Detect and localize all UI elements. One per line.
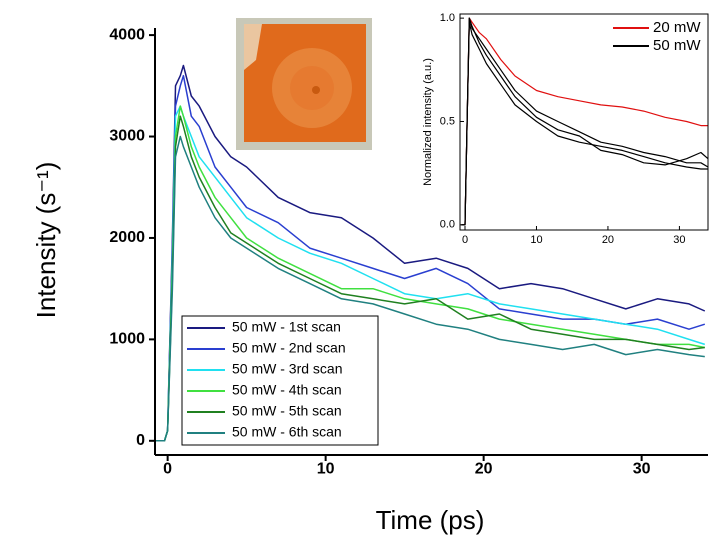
x-tick-label: 30 [633, 461, 651, 478]
y-axis-label: Intensity (s⁻¹) [31, 162, 61, 319]
x-tick-label: 0 [163, 461, 172, 478]
legend-label: 50 mW [653, 37, 701, 54]
legend-box [181, 315, 379, 446]
y-tick-label: 1.0 [440, 12, 455, 24]
data-line [461, 17, 709, 226]
y-tick-label: 0.0 [440, 219, 455, 231]
data-line [155, 135, 705, 442]
legend-label: 50 mW - 1st scan [232, 319, 341, 335]
x-axis-label: Time (ps) [376, 505, 485, 535]
y-tick-label: 4000 [109, 26, 145, 43]
y-tick-label: 3000 [109, 128, 145, 145]
legend-label: 50 mW - 5th scan [232, 403, 342, 419]
data-line [155, 74, 706, 442]
x-tick-label: 30 [673, 234, 685, 246]
data-line [155, 105, 705, 442]
legend-label: 20 mW [653, 19, 701, 36]
legend-label: 50 mW - 2nd scan [232, 340, 346, 356]
y-tick-label: 1000 [109, 331, 145, 348]
y-axis-label: Normalized intensity (a.u.) [422, 58, 434, 186]
y-tick-label: 0.5 [440, 115, 455, 127]
x-tick-label: 20 [602, 234, 614, 246]
legend-label: 50 mW - 4th scan [232, 382, 342, 398]
y-tick-label: 2000 [109, 229, 145, 246]
data-line [155, 115, 705, 442]
sample-photo [236, 18, 372, 150]
data-line [155, 105, 706, 442]
x-tick-label: 0 [462, 234, 468, 246]
plot-frame [459, 13, 709, 231]
legend-label: 50 mW - 6th scan [232, 424, 342, 440]
x-tick-label: 10 [530, 234, 542, 246]
y-tick-label: 0 [136, 432, 145, 449]
data-line [155, 64, 706, 442]
x-tick-label: 10 [317, 461, 335, 478]
legend-label: 50 mW - 3rd scan [232, 361, 342, 377]
x-tick-label: 20 [475, 461, 493, 478]
